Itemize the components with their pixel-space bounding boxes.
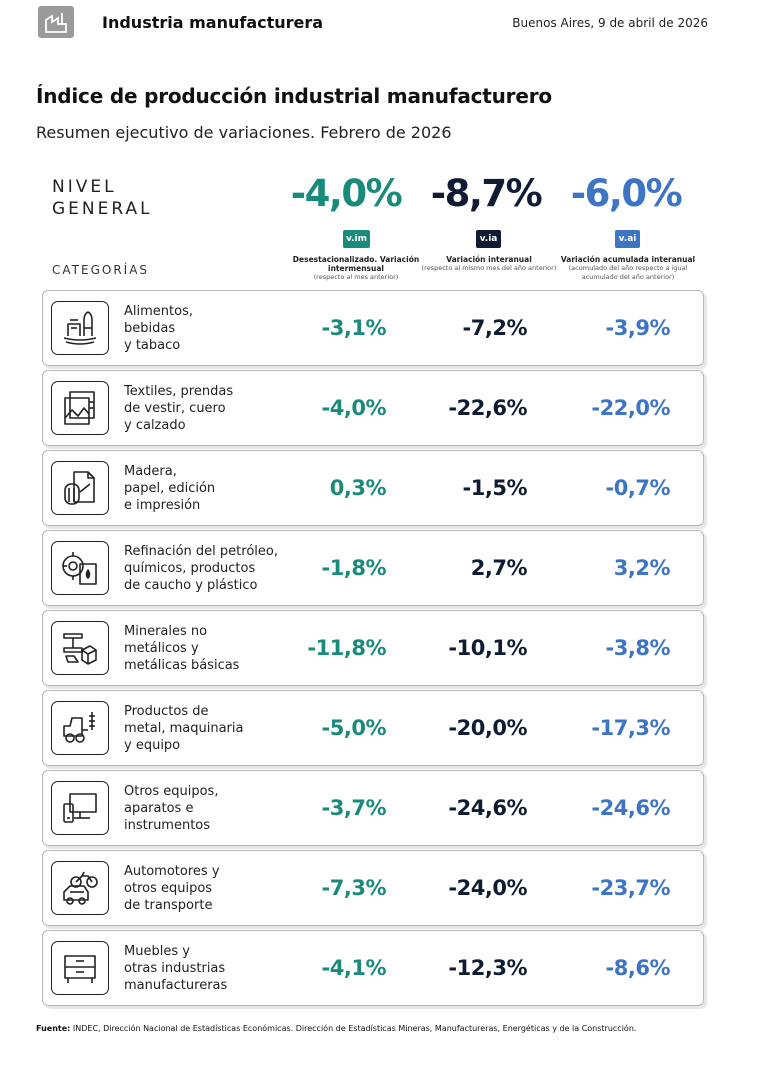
value-vim: -7,3% [321, 876, 387, 900]
category-row: Muebles y otras industrias manufacturera… [42, 930, 704, 1006]
nivel-general-vim: -4,0% [290, 172, 403, 215]
machinery-icon [51, 701, 109, 755]
minerals-icon [51, 621, 109, 675]
category-label: Productos de metal, maquinaria y equipo [124, 703, 244, 753]
value-vim: -11,8% [307, 636, 386, 660]
value-via: -24,6% [448, 796, 527, 820]
nivel-general-via: -8,7% [430, 172, 543, 215]
category-label: Muebles y otras industrias manufacturera… [124, 943, 228, 993]
value-vai: -8,6% [605, 956, 671, 980]
textile-icon [51, 381, 109, 435]
value-vim: -5,0% [321, 716, 387, 740]
furniture-icon [51, 941, 109, 995]
value-via: -24,0% [448, 876, 527, 900]
value-vai: -0,7% [605, 476, 671, 500]
category-label: Refinación del petróleo, químicos, produ… [124, 543, 278, 593]
value-vim: -4,0% [321, 396, 387, 420]
category-row: Madera, papel, edición e impresión 0,3% … [42, 450, 704, 526]
nivel-label-line2: GENERAL [52, 199, 153, 219]
badge-via: v.ia [476, 230, 501, 248]
value-via: -7,2% [462, 316, 528, 340]
badge-vim: v.im [343, 230, 370, 248]
value-vim: -3,1% [321, 316, 387, 340]
column-note: (respecto al mismo mes del año anterior) [421, 264, 557, 272]
category-row: Automotores y otros equipos de transport… [42, 850, 704, 926]
category-label: Automotores y otros equipos de transport… [124, 863, 220, 913]
category-label: Textiles, prendas de vestir, cuero y cal… [124, 383, 234, 433]
column-note: (acumulado del año respecto a igual acum… [568, 264, 688, 281]
value-vai: -24,6% [591, 796, 670, 820]
value-via: -10,1% [448, 636, 527, 660]
column-note: (respecto al mes anterior) [313, 273, 399, 281]
equipment-icon [51, 781, 109, 835]
paper-icon [51, 461, 109, 515]
category-row: Textiles, prendas de vestir, cuero y cal… [42, 370, 704, 446]
indec-logo-icon [38, 6, 74, 38]
vehicles-icon [51, 861, 109, 915]
category-row: Refinación del petróleo, químicos, produ… [42, 530, 704, 606]
category-row: Minerales no metálicos y metálicas básic… [42, 610, 704, 686]
value-via: -20,0% [448, 716, 527, 740]
food-icon [51, 301, 109, 355]
column-title: Variación acumulada interanual [560, 255, 696, 264]
category-label: Madera, papel, edición e impresión [124, 463, 216, 513]
value-vim: 0,3% [329, 476, 387, 500]
value-vai: 3,2% [613, 556, 671, 580]
column-title: Desestacionalizado. Variación intermensu… [292, 255, 420, 273]
value-via: 2,7% [470, 556, 528, 580]
value-vai: -3,8% [605, 636, 671, 660]
page-title: Índice de producción industrial manufact… [36, 84, 552, 108]
column-title: Variación interanual [446, 255, 532, 264]
chemicals-icon [51, 541, 109, 595]
column-desc-vim: Desestacionalizado. Variación intermensu… [286, 255, 426, 282]
header-title: Industria manufacturera [102, 13, 324, 32]
nivel-general-vai: -6,0% [570, 172, 683, 215]
value-via: -1,5% [462, 476, 528, 500]
value-vim: -1,8% [321, 556, 387, 580]
header-date: Buenos Aires, 9 de abril de 2026 [512, 16, 708, 30]
value-via: -12,3% [448, 956, 527, 980]
source-label: Fuente: [36, 1024, 71, 1033]
source-text: INDEC, Dirección Nacional de Estadística… [70, 1024, 637, 1033]
categorias-heading: CATEGORÍAS [52, 263, 150, 277]
source-footnote: Fuente: INDEC, Dirección Nacional de Est… [36, 1024, 636, 1033]
column-desc-via: Variación interanual (respecto al mismo … [419, 255, 559, 273]
value-vai: -22,0% [591, 396, 670, 420]
value-vim: -3,7% [321, 796, 387, 820]
category-label: Otros equipos, aparatos e instrumentos [124, 783, 219, 833]
value-vim: -4,1% [321, 956, 387, 980]
value-vai: -3,9% [605, 316, 671, 340]
category-row: Alimentos, bebidas y tabaco -3,1% -7,2% … [42, 290, 704, 366]
badge-vai: v.ai [615, 230, 640, 248]
nivel-label-line1: NIVEL [52, 177, 117, 197]
column-desc-vai: Variación acumulada interanual (acumulad… [558, 255, 698, 282]
nivel-general-label: NIVEL GENERAL [52, 176, 153, 220]
category-label: Minerales no metálicos y metálicas básic… [124, 623, 240, 673]
value-vai: -23,7% [591, 876, 670, 900]
category-row: Productos de metal, maquinaria y equipo … [42, 690, 704, 766]
value-via: -22,6% [448, 396, 527, 420]
category-label: Alimentos, bebidas y tabaco [124, 303, 193, 353]
page-subtitle: Resumen ejecutivo de variaciones. Febrer… [36, 123, 452, 142]
category-row: Otros equipos, aparatos e instrumentos -… [42, 770, 704, 846]
value-vai: -17,3% [591, 716, 670, 740]
